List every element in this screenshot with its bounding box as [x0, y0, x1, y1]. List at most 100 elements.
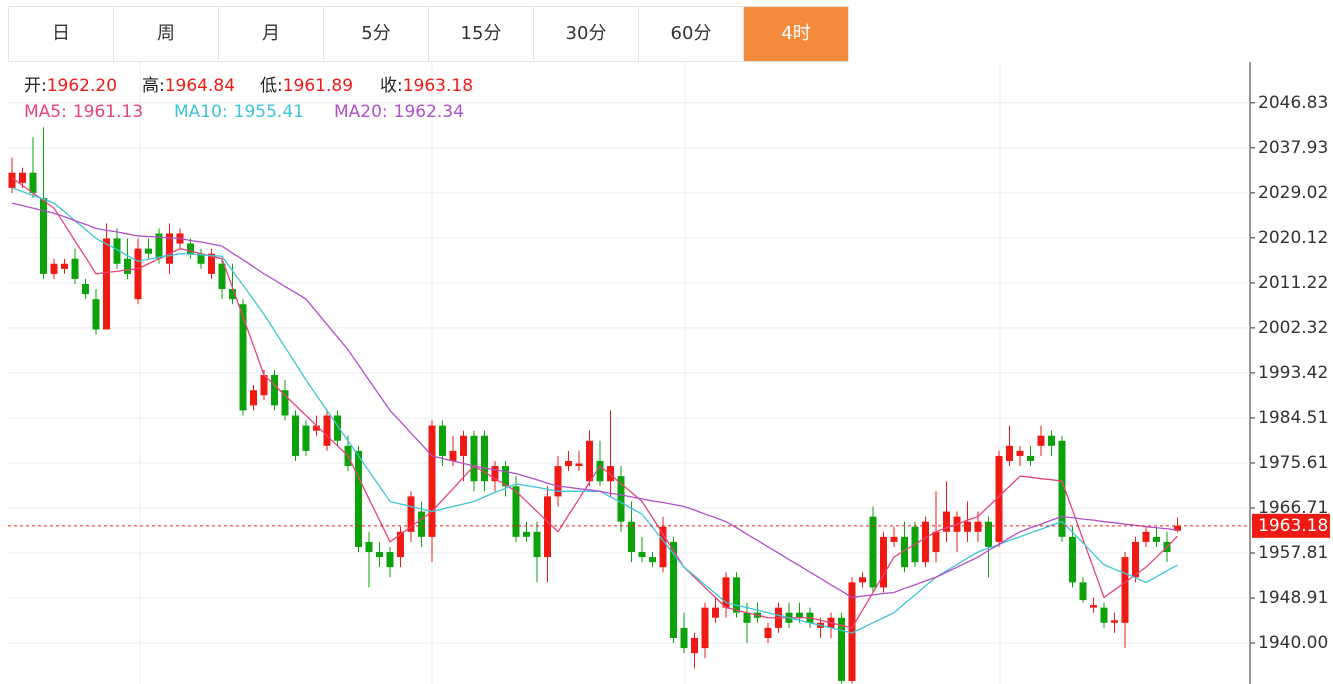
candle-body [1100, 607, 1108, 623]
candle-body [166, 233, 173, 264]
candle-body [533, 531, 541, 558]
info-item: 开:1962.20 [24, 76, 117, 96]
legend-value: 1961.13 [73, 102, 143, 122]
candle-body [649, 557, 656, 563]
candle-body [218, 263, 226, 290]
candle-body [1058, 440, 1066, 537]
candle-body [1142, 531, 1150, 542]
candle-body [974, 521, 982, 532]
period-tab[interactable]: 60分 [639, 7, 744, 61]
candle-body [491, 466, 499, 482]
candle-body [922, 521, 929, 563]
period-tab[interactable]: 15分 [429, 7, 534, 61]
candle-body [848, 582, 856, 681]
candle-body [397, 531, 404, 558]
candle-body [586, 440, 593, 482]
candle-body [985, 521, 992, 547]
info-item: 高:1964.84 [142, 76, 235, 96]
period-tab[interactable]: 4时 [744, 7, 849, 61]
candle-body [250, 390, 257, 406]
candle-body [8, 172, 16, 188]
candle-body [733, 577, 740, 613]
period-tab[interactable]: 日 [9, 7, 114, 61]
candle-body [901, 536, 908, 568]
period-tab[interactable]: 月 [219, 7, 324, 61]
info-label: 开: [24, 76, 47, 96]
candle-body [260, 375, 268, 396]
candle-body [134, 248, 142, 300]
period-tab[interactable]: 周 [114, 7, 219, 61]
candle-body [229, 289, 236, 300]
candle-body [1153, 536, 1160, 542]
candle-body [607, 466, 614, 482]
candle-body [964, 521, 971, 532]
candle-body [281, 390, 289, 416]
last-price-label: 1963.18 [1258, 516, 1328, 536]
legend-item: MA10: 1955.41 [174, 102, 304, 122]
y-tick-label: 1975.61 [1258, 453, 1328, 473]
info-item: 低:1961.89 [260, 76, 353, 96]
legend-name: MA5: [24, 102, 67, 122]
legend-name: MA20: [334, 102, 388, 122]
candle-body [365, 541, 373, 553]
candle-body [29, 172, 37, 193]
candle-body [428, 425, 436, 537]
candle-body [449, 450, 457, 461]
candle-body [1132, 541, 1139, 578]
candle-body [670, 541, 677, 638]
candle-body [1079, 582, 1087, 601]
legend-item: MA20: 1962.34 [334, 102, 464, 122]
candle-body [1069, 536, 1076, 583]
candle-body [124, 258, 131, 274]
candle-body [1121, 557, 1129, 623]
candle-body [943, 511, 950, 532]
candle-body [712, 607, 719, 618]
candle-body [859, 577, 866, 583]
candle-body [512, 486, 520, 537]
period-tabs: 日周月 5分 15分 30分 60分 4时 [8, 6, 849, 62]
candle-body [869, 516, 877, 588]
info-item: 收:1963.18 [380, 76, 473, 96]
period-tab[interactable]: 30分 [534, 7, 639, 61]
candle-body [743, 612, 751, 623]
legend-item: MA5: 1961.13 [24, 102, 143, 122]
info-label: 高: [142, 76, 165, 96]
candle-body [680, 627, 688, 649]
last-price-box [1252, 513, 1330, 538]
legend-value: 1962.34 [394, 102, 464, 122]
candle-body [502, 466, 509, 487]
info-value: 1963.18 [403, 76, 473, 96]
candle-body [40, 198, 47, 274]
candle-body [103, 238, 110, 330]
info-value: 1961.89 [283, 76, 353, 96]
candle-body [82, 283, 89, 295]
candle-body [544, 496, 551, 558]
candle-body [197, 253, 205, 264]
candle-body [1048, 435, 1055, 446]
candle-body [1027, 455, 1034, 461]
candle-body [995, 455, 1003, 542]
candle-body [208, 253, 215, 274]
period-tab[interactable]: 5分 [324, 7, 429, 61]
candle-body [932, 531, 940, 553]
y-tick-label: 1993.42 [1258, 363, 1328, 383]
y-tick-label: 1957.81 [1258, 543, 1328, 563]
candle-body [470, 435, 478, 482]
candle-body [439, 425, 446, 456]
candle-body [271, 375, 278, 406]
candle-body [1016, 450, 1024, 456]
candle-body [1174, 525, 1181, 531]
candle-body [659, 526, 667, 568]
candle-body [691, 637, 698, 654]
legend-value: 1955.41 [234, 102, 304, 122]
candle-body [92, 299, 100, 330]
candle-body [376, 552, 383, 558]
candle-body [628, 521, 635, 553]
candle-body [323, 415, 331, 446]
candle-body [418, 511, 425, 537]
candle-body [145, 248, 152, 254]
candle-body [722, 577, 730, 608]
candle-body [155, 233, 163, 259]
